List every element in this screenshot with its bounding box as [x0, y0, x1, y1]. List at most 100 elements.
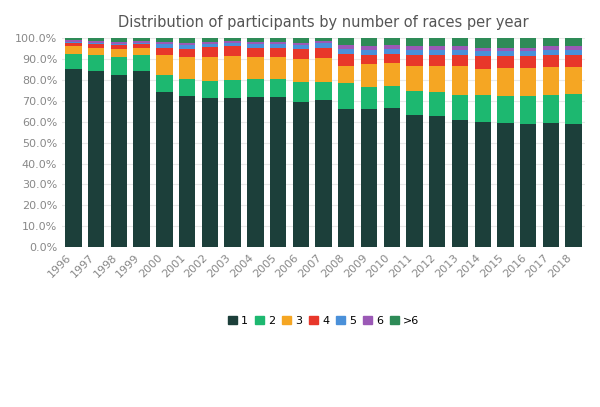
- Bar: [316, 48, 332, 58]
- Bar: [224, 98, 241, 247]
- Bar: [224, 43, 241, 46]
- Bar: [156, 44, 173, 48]
- Bar: [543, 55, 559, 68]
- Bar: [565, 38, 582, 46]
- Bar: [224, 41, 241, 43]
- Bar: [224, 38, 241, 41]
- Bar: [361, 55, 377, 64]
- Bar: [111, 44, 127, 46]
- Bar: [156, 92, 173, 247]
- Bar: [316, 58, 332, 82]
- Bar: [111, 57, 127, 75]
- Bar: [383, 46, 400, 48]
- Bar: [65, 54, 82, 69]
- Bar: [65, 43, 82, 46]
- Bar: [247, 96, 263, 247]
- Bar: [406, 116, 422, 247]
- Bar: [88, 44, 104, 48]
- Bar: [543, 94, 559, 123]
- Bar: [383, 108, 400, 247]
- Bar: [452, 120, 468, 247]
- Bar: [543, 38, 559, 46]
- Bar: [520, 68, 536, 96]
- Bar: [88, 55, 104, 70]
- Bar: [224, 56, 241, 80]
- Bar: [361, 109, 377, 247]
- Bar: [156, 42, 173, 44]
- Bar: [520, 48, 536, 50]
- Bar: [111, 46, 127, 48]
- Bar: [338, 46, 355, 48]
- Bar: [156, 48, 173, 55]
- Bar: [338, 109, 355, 247]
- Bar: [88, 41, 104, 43]
- Bar: [293, 38, 309, 43]
- Bar: [111, 75, 127, 247]
- Bar: [270, 44, 286, 48]
- Bar: [383, 48, 400, 54]
- Bar: [406, 55, 422, 66]
- Bar: [520, 50, 536, 56]
- Bar: [133, 70, 150, 247]
- Bar: [565, 94, 582, 124]
- Bar: [361, 64, 377, 87]
- Bar: [520, 56, 536, 68]
- Bar: [247, 42, 263, 44]
- Bar: [565, 55, 582, 68]
- Bar: [293, 82, 309, 102]
- Bar: [429, 46, 445, 50]
- Bar: [361, 50, 377, 55]
- Bar: [202, 38, 218, 42]
- Bar: [65, 46, 82, 54]
- Bar: [88, 43, 104, 44]
- Bar: [543, 68, 559, 94]
- Bar: [202, 81, 218, 98]
- Bar: [247, 38, 263, 42]
- Bar: [111, 42, 127, 44]
- Bar: [406, 66, 422, 92]
- Bar: [543, 50, 559, 55]
- Bar: [406, 46, 422, 50]
- Bar: [497, 123, 514, 247]
- Bar: [520, 96, 536, 124]
- Bar: [202, 98, 218, 247]
- Bar: [133, 44, 150, 48]
- Bar: [475, 48, 491, 50]
- Bar: [224, 80, 241, 98]
- Bar: [293, 59, 309, 82]
- Bar: [179, 48, 196, 57]
- Bar: [338, 66, 355, 83]
- Bar: [429, 92, 445, 116]
- Legend: 1, 2, 3, 4, 5, 6, >6: 1, 2, 3, 4, 5, 6, >6: [223, 311, 424, 330]
- Bar: [133, 38, 150, 41]
- Bar: [543, 46, 559, 50]
- Bar: [133, 55, 150, 70]
- Bar: [270, 96, 286, 247]
- Bar: [429, 55, 445, 66]
- Bar: [65, 42, 82, 43]
- Bar: [361, 38, 377, 46]
- Bar: [406, 92, 422, 116]
- Bar: [520, 124, 536, 247]
- Bar: [316, 41, 332, 43]
- Bar: [475, 122, 491, 247]
- Bar: [429, 38, 445, 46]
- Bar: [361, 46, 377, 50]
- Bar: [497, 68, 514, 96]
- Bar: [316, 43, 332, 48]
- Bar: [475, 50, 491, 56]
- Bar: [133, 48, 150, 55]
- Bar: [293, 43, 309, 46]
- Bar: [316, 82, 332, 100]
- Bar: [452, 66, 468, 94]
- Bar: [452, 50, 468, 55]
- Title: Distribution of participants by number of races per year: Distribution of participants by number o…: [118, 15, 529, 30]
- Bar: [179, 79, 196, 96]
- Bar: [133, 43, 150, 44]
- Bar: [65, 69, 82, 247]
- Bar: [202, 44, 218, 48]
- Bar: [270, 42, 286, 44]
- Bar: [202, 42, 218, 44]
- Bar: [316, 100, 332, 247]
- Bar: [497, 56, 514, 68]
